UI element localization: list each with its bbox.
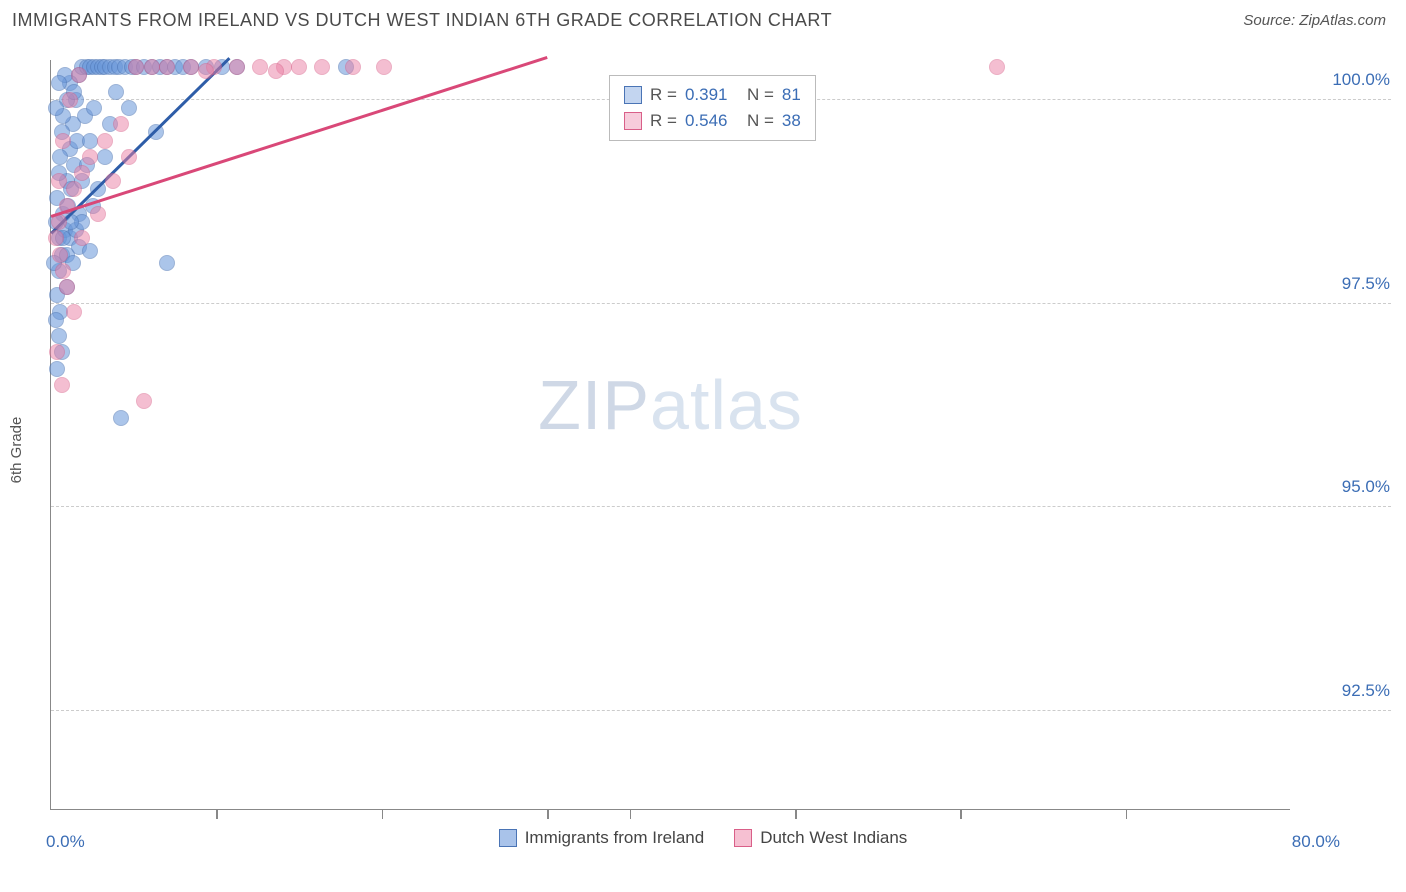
scatter-point — [136, 393, 152, 409]
legend-label: Dutch West Indians — [760, 828, 907, 848]
legend-swatch — [624, 86, 642, 104]
scatter-point — [376, 59, 392, 75]
trend-line — [51, 57, 548, 218]
legend-label: Immigrants from Ireland — [525, 828, 705, 848]
scatter-point — [97, 133, 113, 149]
scatter-point — [121, 100, 137, 116]
x-minor-tick — [960, 809, 962, 819]
scatter-point — [268, 63, 284, 79]
scatter-point — [82, 149, 98, 165]
bottom-legend-item: Immigrants from Ireland — [499, 828, 705, 848]
gridline — [51, 303, 1391, 304]
y-tick-label: 97.5% — [1300, 274, 1390, 294]
scatter-point — [291, 59, 307, 75]
scatter-point — [86, 100, 102, 116]
r-label: R = — [650, 111, 677, 131]
legend-swatch — [499, 829, 517, 847]
r-value: 0.546 — [685, 111, 739, 131]
scatter-point — [54, 377, 70, 393]
y-tick-label: 100.0% — [1300, 70, 1390, 90]
legend-swatch — [734, 829, 752, 847]
gridline — [51, 506, 1391, 507]
scatter-point — [314, 59, 330, 75]
x-minor-tick — [795, 809, 797, 819]
bottom-legend: Immigrants from Ireland Dutch West Indian… — [0, 828, 1406, 848]
scatter-point — [252, 59, 268, 75]
scatter-point — [62, 92, 78, 108]
scatter-point — [989, 59, 1005, 75]
x-minor-tick — [216, 809, 218, 819]
y-axis-label: 6th Grade — [8, 417, 25, 484]
scatter-point — [48, 230, 64, 246]
scatter-point — [71, 67, 87, 83]
gridline — [51, 710, 1391, 711]
scatter-point — [55, 263, 71, 279]
scatter-point — [198, 63, 214, 79]
scatter-point — [66, 181, 82, 197]
scatter-point — [52, 247, 68, 263]
scatter-point — [105, 173, 121, 189]
scatter-point — [51, 173, 67, 189]
scatter-point — [128, 59, 144, 75]
scatter-point — [159, 255, 175, 271]
scatter-point — [113, 116, 129, 132]
watermark: ZIPatlas — [538, 365, 803, 445]
scatter-point — [82, 133, 98, 149]
scatter-point — [52, 149, 68, 165]
scatter-point — [144, 59, 160, 75]
x-minor-tick — [1126, 809, 1128, 819]
scatter-point — [51, 75, 67, 91]
stats-legend-row: R = 0.391 N = 81 — [624, 82, 801, 108]
y-tick-label: 95.0% — [1300, 477, 1390, 497]
r-value: 0.391 — [685, 85, 739, 105]
chart-header: IMMIGRANTS FROM IRELAND VS DUTCH WEST IN… — [0, 0, 1406, 37]
scatter-point — [51, 328, 67, 344]
scatter-point — [108, 84, 124, 100]
scatter-point — [66, 304, 82, 320]
chart-container: 6th Grade ZIPatlas 92.5% 95.0% 97.5% 100.0%… — [0, 50, 1406, 860]
n-value: 81 — [782, 85, 801, 105]
scatter-point — [55, 133, 71, 149]
scatter-point — [90, 206, 106, 222]
bottom-legend-item: Dutch West Indians — [734, 828, 907, 848]
scatter-point — [113, 410, 129, 426]
stats-legend: R = 0.391 N = 81 R = 0.546 N = 38 — [609, 75, 816, 141]
x-minor-tick — [630, 809, 632, 819]
source-credit: Source: ZipAtlas.com — [1243, 12, 1386, 29]
scatter-point — [48, 312, 64, 328]
plot-area: ZIPatlas 92.5%95.0%97.5%100.0%R =0.391N … — [50, 60, 1290, 810]
scatter-point — [159, 59, 175, 75]
x-minor-tick — [547, 809, 549, 819]
r-label: R = — [650, 85, 677, 105]
scatter-point — [74, 230, 90, 246]
y-tick-label: 92.5% — [1300, 681, 1390, 701]
n-value: 38 — [782, 111, 801, 131]
n-label: N = — [747, 111, 774, 131]
scatter-point — [59, 279, 75, 295]
n-label: N = — [747, 85, 774, 105]
scatter-point — [183, 59, 199, 75]
scatter-point — [345, 59, 361, 75]
scatter-point — [49, 361, 65, 377]
scatter-point — [229, 59, 245, 75]
scatter-point — [97, 149, 113, 165]
chart-title: IMMIGRANTS FROM IRELAND VS DUTCH WEST IN… — [12, 10, 832, 31]
scatter-point — [49, 344, 65, 360]
scatter-point — [121, 149, 137, 165]
x-minor-tick — [382, 809, 384, 819]
stats-legend-row: R = 0.546 N = 38 — [624, 108, 801, 134]
scatter-point — [74, 165, 90, 181]
legend-swatch — [624, 112, 642, 130]
